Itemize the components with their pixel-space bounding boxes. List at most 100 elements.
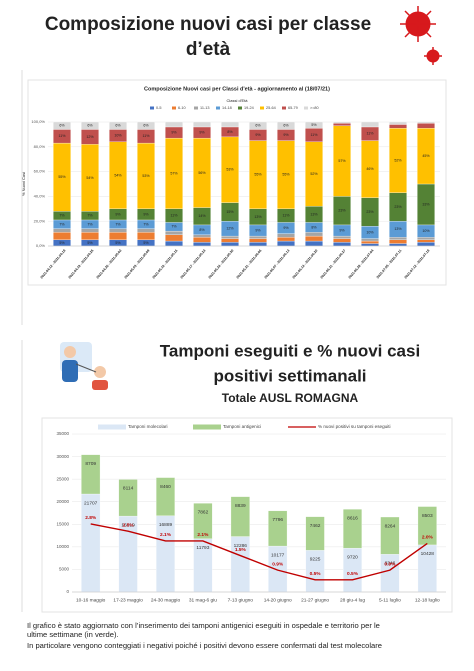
data-label: 10% [366,230,374,234]
bar-segment [389,237,407,240]
bar-segment [165,240,183,247]
bar-segment [53,232,71,240]
data-label: 1.5% [235,547,247,553]
page-title: d’età [186,39,231,60]
y-tick-label: 10000 [56,544,69,549]
data-label: 33% [422,202,430,206]
bar-segment [249,238,267,243]
bar-segment [165,234,183,242]
bar-segment [53,121,71,130]
data-label: 13% [310,212,318,216]
data-label: 7% [171,225,177,229]
data-label: 6% [255,124,261,128]
bar-segment [389,124,407,129]
bar-segment [417,239,435,243]
data-label: 16819 [121,522,135,528]
legend-label: Tamponi molecolari [128,424,168,429]
data-label: 53% [142,174,150,178]
data-label: 57% [170,171,178,175]
bar-segment [417,123,435,129]
data-label: 54% [114,173,122,177]
x-tick-label: 24-30 maggio [151,597,181,603]
data-label: 0.9% [384,561,396,567]
data-label: 7% [143,222,149,226]
bar-segment [417,237,435,240]
y-axis-title: % Nuovi Casi [21,172,26,196]
data-label: 7462 [310,523,321,529]
x-tick-label: 21-27 giugno [301,597,329,603]
data-label: 7862 [198,510,209,516]
bar-segment [380,516,400,555]
data-label: 12286 [234,543,248,549]
legend-swatch [216,106,220,110]
data-label: 54% [86,176,94,180]
bar-segment [221,235,239,239]
bar-segment [389,243,407,247]
bar-segment [277,233,295,238]
y-tick-label: 30000 [56,454,69,459]
data-label: 6% [283,124,289,128]
y-tick-label: 40,0% [34,193,46,198]
data-label: 12% [226,227,234,231]
legend-swatch [304,106,308,110]
data-label: 7% [59,214,65,218]
bar-segment [333,242,351,247]
bar-segment [109,232,127,240]
bar-segment [193,234,211,238]
bar-segment [277,240,295,247]
data-label: 10177 [271,552,285,558]
data-label: 9% [199,130,205,134]
data-label: 9% [283,133,289,137]
data-label: 7% [115,222,121,226]
chart-title: Composizione Nuovi casi per Classi d'età… [144,86,330,92]
bar-segment [333,235,351,239]
x-tick-label: 17-23 maggio [113,597,143,603]
x-tick-label: 7-13 giugno [228,597,254,603]
y-tick-label: 25000 [56,476,69,481]
data-label: 5% [115,241,121,245]
bar-segment [277,121,295,130]
bar-segment [333,123,351,126]
bar-segment [221,238,239,243]
data-label: 11793 [196,545,209,551]
data-label: 0.5% [347,571,359,577]
section-subtitle: Totale AUSL ROMAGNA [222,391,359,405]
bar-segment [305,232,323,237]
bar-segment [305,235,323,242]
data-label: 52% [310,172,318,176]
bar-segment [342,509,362,549]
illustration [60,342,108,390]
data-label: 11% [171,214,179,218]
virus-icon [400,6,442,65]
data-label: 2.0% [422,535,434,541]
data-label: 8% [199,228,205,232]
footer-text: Il grafico è stato aggiornato con l’inse… [27,621,380,630]
data-label: 7796 [272,517,283,523]
data-label: 8503 [422,513,433,519]
data-label: 56% [198,171,206,175]
legend-swatch [193,424,221,430]
data-label: 12% [86,135,94,139]
bar-segment [193,503,213,539]
y-tick-label: 5000 [59,567,70,572]
bar-segment [417,506,437,546]
legend-label: 0-5 [156,106,162,110]
data-label: 23% [338,209,346,213]
legend-swatch [282,106,286,110]
data-label: 2.1% [160,532,172,538]
legend-label: 6-10 [178,106,186,110]
y-tick-label: 80,0% [34,144,46,149]
bar-segment [361,243,379,247]
bar-segment [361,238,379,242]
section-title: Tamponi eseguiti e % nuovi casi [160,341,420,360]
data-label: 13% [254,215,262,219]
data-label: 5% [87,241,93,245]
bar-segment [333,121,351,124]
data-label: 9225 [310,557,321,563]
data-label: 15% [226,210,234,214]
bar-segment [193,121,211,128]
data-label: 8839 [235,503,246,509]
data-label: 9% [255,228,261,232]
legend-title: Classi d'Età [227,98,249,103]
